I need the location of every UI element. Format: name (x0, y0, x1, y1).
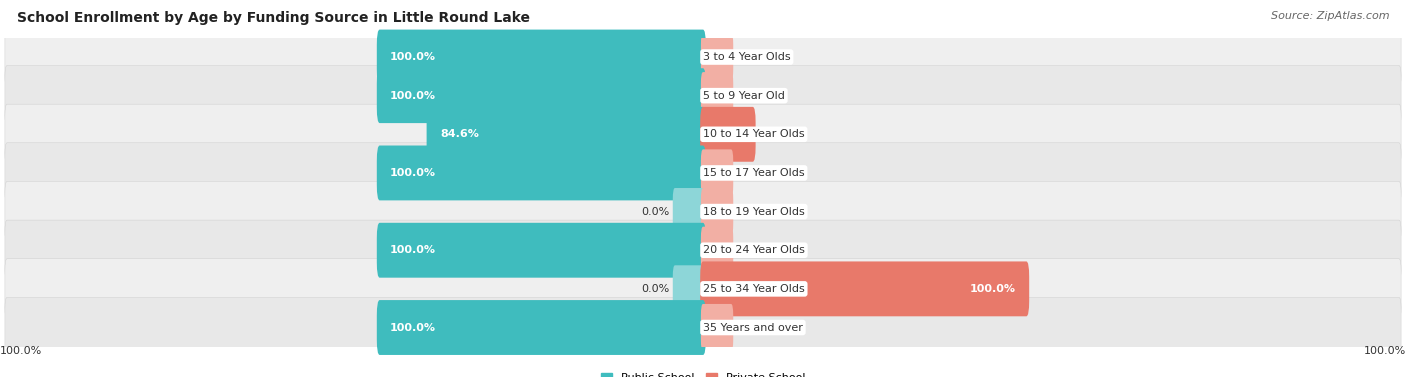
FancyBboxPatch shape (6, 66, 1400, 126)
Text: 35 Years and over: 35 Years and over (703, 322, 803, 333)
Text: 0.0%: 0.0% (737, 168, 765, 178)
FancyBboxPatch shape (700, 188, 734, 235)
FancyBboxPatch shape (6, 143, 1400, 203)
Text: 100.0%: 100.0% (970, 284, 1015, 294)
Text: 10 to 14 Year Olds: 10 to 14 Year Olds (703, 129, 804, 139)
FancyBboxPatch shape (377, 29, 706, 84)
FancyBboxPatch shape (6, 297, 1400, 358)
FancyBboxPatch shape (377, 68, 706, 123)
Text: 0.0%: 0.0% (641, 284, 669, 294)
Text: 100.0%: 100.0% (389, 322, 436, 333)
Text: 20 to 24 Year Olds: 20 to 24 Year Olds (703, 245, 804, 255)
Text: 100.0%: 100.0% (389, 90, 436, 101)
Text: 100.0%: 100.0% (389, 168, 436, 178)
Text: 100.0%: 100.0% (389, 52, 436, 62)
Text: 15 to 17 Year Olds: 15 to 17 Year Olds (703, 168, 804, 178)
Text: 84.6%: 84.6% (440, 129, 479, 139)
FancyBboxPatch shape (700, 107, 755, 162)
Text: 0.0%: 0.0% (737, 90, 765, 101)
Legend: Public School, Private School: Public School, Private School (596, 369, 810, 377)
Text: 3 to 4 Year Olds: 3 to 4 Year Olds (703, 52, 790, 62)
FancyBboxPatch shape (377, 300, 706, 355)
Text: School Enrollment by Age by Funding Source in Little Round Lake: School Enrollment by Age by Funding Sour… (17, 11, 530, 25)
Text: 18 to 19 Year Olds: 18 to 19 Year Olds (703, 207, 804, 217)
FancyBboxPatch shape (6, 27, 1400, 87)
Text: 25 to 34 Year Olds: 25 to 34 Year Olds (703, 284, 804, 294)
FancyBboxPatch shape (6, 181, 1400, 242)
Text: 0.0%: 0.0% (641, 207, 669, 217)
FancyBboxPatch shape (700, 149, 734, 196)
Text: Source: ZipAtlas.com: Source: ZipAtlas.com (1271, 11, 1389, 21)
Text: 100.0%: 100.0% (1364, 346, 1406, 357)
FancyBboxPatch shape (6, 104, 1400, 164)
Text: 5 to 9 Year Old: 5 to 9 Year Old (703, 90, 785, 101)
FancyBboxPatch shape (700, 261, 1029, 316)
FancyBboxPatch shape (377, 223, 706, 278)
FancyBboxPatch shape (700, 304, 734, 351)
Text: 100.0%: 100.0% (0, 346, 42, 357)
Text: 0.0%: 0.0% (737, 245, 765, 255)
FancyBboxPatch shape (377, 146, 706, 201)
Text: 0.0%: 0.0% (737, 52, 765, 62)
FancyBboxPatch shape (700, 34, 734, 81)
Text: 0.0%: 0.0% (737, 322, 765, 333)
FancyBboxPatch shape (6, 220, 1400, 280)
FancyBboxPatch shape (6, 259, 1400, 319)
FancyBboxPatch shape (700, 227, 734, 274)
FancyBboxPatch shape (426, 107, 706, 162)
Text: 0.0%: 0.0% (737, 207, 765, 217)
FancyBboxPatch shape (672, 265, 706, 313)
Text: 100.0%: 100.0% (389, 245, 436, 255)
FancyBboxPatch shape (672, 188, 706, 235)
FancyBboxPatch shape (700, 72, 734, 119)
Text: 15.4%: 15.4% (759, 129, 796, 139)
